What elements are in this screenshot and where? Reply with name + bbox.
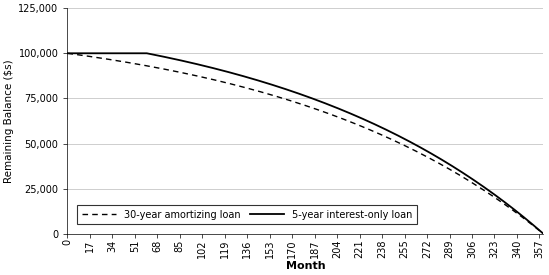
5-year interest-only loan (77, 52, 84, 55)
Legend: 30-year amortizing loan, 5-year interest-only loan: 30-year amortizing loan, 5-year interest… (77, 205, 417, 224)
5-year interest-only loan (335, 107, 342, 110)
30-year amortizing loan (351, 122, 357, 125)
5-year interest-only loan (351, 114, 357, 117)
Y-axis label: Remaining Balance ($s): Remaining Balance ($s) (4, 59, 14, 183)
Line: 30-year amortizing loan: 30-year amortizing loan (68, 53, 544, 234)
30-year amortizing loan (64, 52, 71, 55)
30-year amortizing loan (362, 126, 368, 129)
30-year amortizing loan (77, 53, 84, 57)
30-year amortizing loan (540, 232, 547, 235)
30-year amortizing loan (335, 116, 342, 119)
5-year interest-only loan (64, 52, 71, 55)
5-year interest-only loan (540, 232, 547, 235)
X-axis label: Month: Month (285, 261, 325, 271)
Line: 5-year interest-only loan: 5-year interest-only loan (68, 53, 544, 234)
5-year interest-only loan (362, 118, 368, 122)
30-year amortizing loan (153, 66, 159, 69)
5-year interest-only loan (153, 53, 159, 57)
30-year amortizing loan (482, 189, 489, 193)
5-year interest-only loan (482, 186, 489, 189)
